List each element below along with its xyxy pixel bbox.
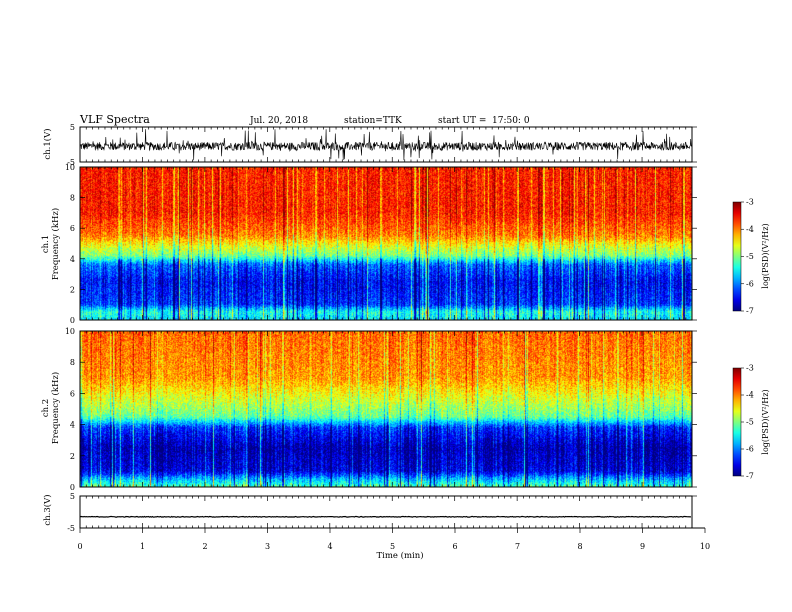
ch2-spectrogram-ylabel: Frequency (kHz) — [50, 372, 61, 444]
ch2-colorbar-label: log(PSD)(V²/Hz) — [761, 389, 770, 454]
x-tick-label: 1 — [140, 542, 145, 551]
y-tick-label: 2 — [70, 452, 75, 461]
y-tick-label: 10 — [65, 327, 75, 336]
x-tick-label: 10 — [700, 542, 710, 551]
figure-title: VLF Spectra — [79, 113, 150, 126]
x-tick-label: 8 — [577, 542, 582, 551]
y-tick-label: 0 — [70, 483, 75, 492]
ch2-spectrogram-ylabel-top: ch.2 — [41, 399, 51, 417]
ch2-spectrogram-panel — [80, 331, 692, 487]
y-tick-label: 8 — [70, 194, 75, 203]
colorbar-tick-label: -5 — [746, 252, 754, 261]
colorbar-tick-label: -6 — [746, 445, 754, 454]
ch1-spectrogram-ylabel-top: ch.1 — [41, 235, 51, 253]
colorbar-tick-label: -7 — [746, 307, 754, 316]
ch1-spectrogram-ylabel: Frequency (kHz) — [50, 208, 61, 280]
ch1-waveform-line — [79, 129, 692, 161]
ch1-waveform-ylabel: ch.1(V) — [42, 128, 53, 159]
date-label: Jul. 20, 2018 — [249, 116, 308, 126]
colorbar-tick-label: -4 — [746, 391, 754, 400]
y-tick-label: 8 — [70, 358, 75, 367]
x-tick-label: 4 — [327, 542, 332, 551]
x-tick-label: 6 — [452, 542, 457, 551]
y-tick-label: 5 — [70, 492, 75, 501]
y-tick-label: 6 — [70, 224, 75, 233]
x-tick-label: 5 — [390, 542, 395, 551]
y-tick-label: -5 — [67, 524, 75, 533]
start-time-label: 17:50: 0 — [492, 116, 530, 126]
station-label: station=TTK — [344, 116, 402, 126]
colorbar-tick-label: -3 — [746, 364, 754, 373]
ch2-colorbar: -3 -4 -5 -6 -7 — [732, 364, 754, 481]
ch3-waveform-line — [79, 515, 692, 518]
ch3-waveform-ylabel: ch.3(V) — [42, 494, 53, 525]
colorbar-tick-label: -6 — [746, 279, 754, 288]
x-tick-label: 0 — [77, 542, 82, 551]
ch1-spectrogram-panel — [80, 167, 692, 320]
y-tick-label: 10 — [65, 163, 75, 172]
y-tick-label: 6 — [70, 389, 75, 398]
x-tick-label: 3 — [265, 542, 270, 551]
ch1-spectrogram-image — [80, 167, 692, 320]
ch1-colorbar-label: log(PSD)(V²/Hz) — [761, 223, 770, 288]
y-tick-label: 4 — [70, 255, 75, 264]
ch1-waveform-panel — [79, 129, 692, 161]
y-tick-label: -5 — [67, 158, 75, 167]
colorbar-tick-label: -7 — [746, 472, 754, 481]
x-tick-label: 7 — [515, 542, 520, 551]
x-tick-label: 2 — [202, 542, 207, 551]
colorbar-gradient — [732, 201, 742, 312]
ch3-waveform-panel — [79, 515, 692, 518]
panel-frame-w3 — [79, 495, 693, 529]
y-tick-label: 5 — [70, 123, 75, 132]
colorbar-tick-label: -3 — [746, 198, 754, 207]
y-tick-label: 4 — [70, 421, 75, 430]
colorbar-tick-label: -5 — [746, 418, 754, 427]
start-label: start UT = — [438, 116, 486, 126]
colorbar-tick-label: -4 — [746, 225, 754, 234]
x-tick-label: 9 — [640, 542, 645, 551]
y-tick-label: 0 — [70, 316, 75, 325]
y-tick-label: 2 — [70, 285, 75, 294]
x-axis-label: Time (min) — [376, 550, 423, 561]
ch2-spectrogram-image — [80, 331, 692, 487]
ch1-colorbar: -3 -4 -5 -6 -7 — [732, 198, 754, 316]
colorbar-gradient — [732, 367, 742, 477]
